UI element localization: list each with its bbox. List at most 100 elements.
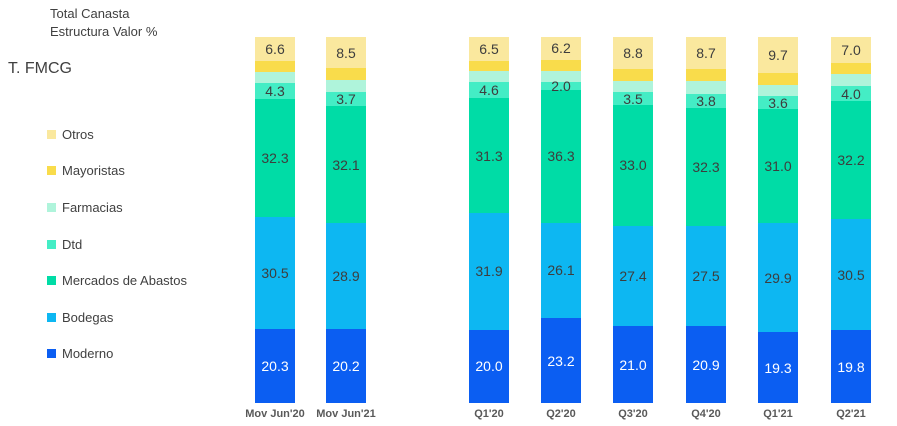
segment-farmacias — [613, 80, 653, 93]
data-label-otros: 8.5 — [336, 44, 356, 61]
data-label-mercados-de-abastos: 32.2 — [837, 151, 865, 168]
data-label-otros: 6.6 — [265, 41, 285, 58]
chart-subtitle: Estructura Valor % — [50, 24, 158, 39]
segment-otros: 7.0 — [831, 37, 871, 63]
segment-mayoristas — [686, 68, 726, 82]
segment-otros: 6.2 — [541, 37, 581, 60]
legend-swatch-dtd — [47, 239, 56, 249]
segment-dtd: 3.6 — [758, 96, 798, 110]
x-axis-label-mov-jun-21: Mov Jun'21 — [316, 408, 376, 420]
segment-mercados-de-abastos: 33.0 — [613, 105, 653, 226]
bar-q4-20: 8.7 3.8 32.3 27.5 20.9 Q4'20 — [686, 37, 726, 420]
segment-bodegas: 30.5 — [831, 218, 871, 331]
segment-label: T. FMCG — [8, 60, 72, 77]
data-label-otros: 6.5 — [479, 40, 499, 57]
data-label-otros: 7.0 — [841, 41, 861, 58]
segment-mayoristas — [541, 59, 581, 72]
segment-dtd: 4.0 — [831, 86, 871, 101]
x-axis-label-q3-20: Q3'20 — [618, 408, 648, 420]
data-label-moderno: 20.9 — [692, 356, 720, 373]
bar-q1-21: 9.7 3.6 31.0 29.9 19.3 Q1'21 — [758, 37, 798, 420]
legend-swatch-otros — [47, 129, 56, 139]
legend-item-mayoristas: Mayoristas — [47, 153, 187, 190]
segment-otros: 9.7 — [758, 37, 798, 73]
legend-item-moderno: Moderno — [47, 336, 187, 373]
bar-q2-21: 7.0 4.0 32.2 30.5 19.8 Q2'21 — [831, 37, 871, 420]
legend-label: Moderno — [62, 346, 114, 362]
legend-swatch-mercados-de-abastos — [47, 276, 56, 286]
data-label-otros: 8.7 — [696, 44, 716, 61]
data-label-moderno: 20.0 — [475, 358, 503, 375]
data-label-dtd: 3.7 — [336, 91, 356, 107]
data-label-bodegas: 31.9 — [475, 263, 503, 280]
segment-mayoristas — [255, 61, 295, 72]
segment-bodegas: 31.9 — [469, 213, 509, 330]
data-label-mercados-de-abastos: 31.0 — [764, 158, 792, 175]
data-label-mercados-de-abastos: 33.0 — [619, 157, 647, 174]
data-label-dtd: 3.8 — [696, 92, 716, 109]
bar-mov-jun-21: 8.5 3.7 32.1 28.9 20.2 Mov Jun'21 — [316, 37, 376, 420]
segment-bodegas: 26.1 — [541, 222, 581, 319]
segment-bodegas: 29.9 — [758, 222, 798, 333]
bar-mov-jun-20: 6.6 4.3 32.3 30.5 20.3 Mov Jun'20 — [245, 37, 305, 420]
legend-label: Mayoristas — [62, 163, 125, 179]
data-label-mercados-de-abastos: 32.1 — [332, 156, 360, 173]
bar-q1-20: 6.5 4.6 31.3 31.9 20.0 Q1'20 — [469, 37, 509, 420]
data-label-bodegas: 29.9 — [764, 269, 792, 286]
segment-mayoristas — [469, 60, 509, 72]
segment-moderno: 20.0 — [469, 329, 509, 403]
segment-farmacias — [541, 71, 581, 83]
segment-mayoristas — [758, 72, 798, 86]
legend-label: Otros — [62, 126, 94, 142]
segment-moderno: 23.2 — [541, 318, 581, 403]
legend-label: Mercados de Abastos — [62, 273, 188, 289]
data-label-dtd: 3.5 — [623, 90, 643, 107]
segment-farmacias — [758, 85, 798, 97]
legend-label: Bodegas — [62, 309, 114, 325]
segment-mayoristas — [613, 69, 653, 81]
data-label-moderno: 19.3 — [764, 359, 792, 376]
data-label-otros: 6.2 — [551, 40, 571, 57]
data-label-dtd: 4.6 — [479, 82, 499, 99]
segment-farmacias — [469, 71, 509, 82]
legend-swatch-moderno — [47, 349, 56, 359]
data-label-moderno: 21.0 — [619, 356, 647, 373]
data-label-bodegas: 28.9 — [332, 268, 360, 285]
legend-item-otros: Otros — [47, 116, 187, 153]
segment-moderno: 20.3 — [255, 328, 295, 403]
segment-dtd: 2.0 — [541, 79, 581, 93]
x-axis-label-q2-20: Q2'20 — [546, 408, 576, 420]
segment-otros: 8.8 — [613, 37, 653, 70]
data-label-mercados-de-abastos: 32.3 — [692, 158, 720, 175]
legend-swatch-mayoristas — [47, 166, 56, 176]
segment-farmacias — [686, 81, 726, 94]
x-axis-label-q4-20: Q4'20 — [691, 408, 721, 420]
bar-q2-20: 6.2 2.0 36.3 26.1 23.2 Q2'20 — [541, 37, 581, 420]
segment-otros: 6.5 — [469, 37, 509, 61]
data-label-moderno: 19.8 — [837, 358, 865, 375]
data-label-bodegas: 26.1 — [547, 262, 575, 279]
x-axis-label-mov-jun-20: Mov Jun'20 — [245, 408, 305, 420]
segment-mayoristas — [326, 68, 366, 81]
bar-q3-20: 8.8 3.5 33.0 27.4 21.0 Q3'20 — [613, 37, 653, 420]
segment-moderno: 20.9 — [686, 326, 726, 403]
legend-swatch-bodegas — [47, 312, 56, 322]
segment-mercados-de-abastos: 32.3 — [686, 107, 726, 226]
data-label-moderno: 20.3 — [261, 357, 289, 374]
segment-moderno: 19.8 — [831, 330, 871, 403]
segment-dtd: 3.5 — [613, 90, 653, 107]
segment-bodegas: 27.5 — [686, 225, 726, 327]
data-label-otros: 9.7 — [768, 46, 788, 63]
data-label-moderno: 20.2 — [332, 357, 360, 374]
data-label-mercados-de-abastos: 32.3 — [261, 149, 289, 166]
segment-bodegas: 30.5 — [255, 217, 295, 329]
segment-mercados-de-abastos: 31.3 — [469, 98, 509, 213]
legend-item-farmacias: Farmacias — [47, 189, 187, 226]
data-label-bodegas: 30.5 — [837, 266, 865, 283]
legend-swatch-farmacias — [47, 202, 56, 212]
legend-item-dtd: Dtd — [47, 226, 187, 263]
data-label-mercados-de-abastos: 36.3 — [547, 148, 575, 165]
segment-bodegas: 28.9 — [326, 223, 366, 330]
